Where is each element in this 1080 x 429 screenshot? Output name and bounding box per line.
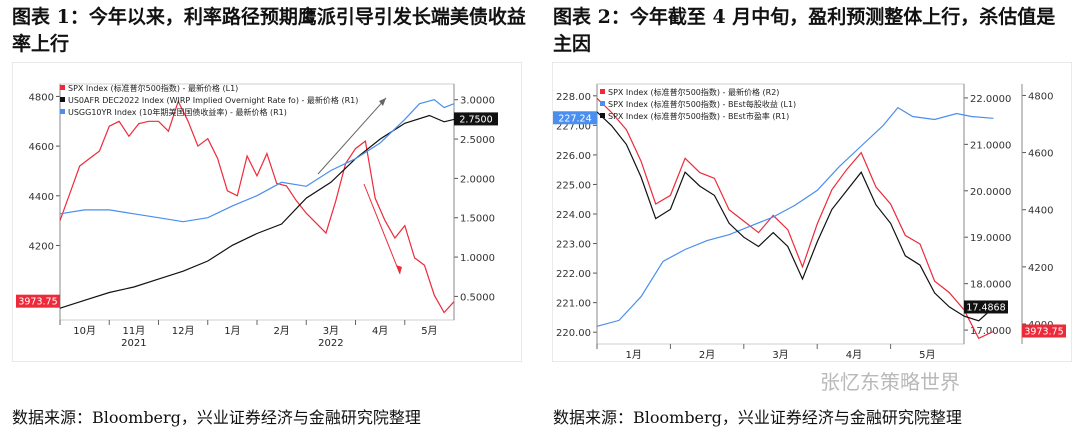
legend-swatch [600, 113, 605, 118]
x-tick-label: 2月 [699, 349, 715, 361]
y_left-tick-label: 4400 [29, 192, 54, 203]
x-tick-label: 3月 [772, 349, 788, 361]
series-line-1 [596, 106, 994, 327]
y_right-tick-label: 22.0000 [970, 94, 1011, 105]
y_right-tick-label: 21.0000 [970, 140, 1011, 151]
x-tick-label: 2月 [273, 325, 289, 337]
y_right-tick-label: 20.0000 [970, 187, 1011, 198]
y_right2-tick-label: 4200 [1028, 263, 1053, 274]
figure-2-source: 数据来源：Bloomberg，兴业证券经济与金融研究院整理 [553, 408, 962, 427]
y_left-tick-label: 222.00 [556, 269, 591, 280]
figure-2-title: 图表 2：今年截至 4 月中旬，盈利预测整体上行，杀估值是主因 [553, 6, 1056, 55]
y_right-tick-label: 1.5000 [460, 214, 495, 225]
chart-1: 4200 4400 4600 4800 0.5000 1.0000 1.5000 2.0000… [12, 62, 522, 362]
y_left-tick-label: 227.00 [556, 121, 591, 132]
legend-label: SPX Index (标准普尔500指数) - 最新价格 (R2) [608, 87, 779, 97]
x-tick-label: 3月 [323, 325, 339, 337]
figure-1-title: 图表 1：今年以来，利率路径预期鹰派引导引发长端美债收益率上行 [12, 6, 526, 55]
legend-label: SPX Index (标准普尔500指数) - BEst市盈率 (R1) [608, 111, 789, 121]
y_right-tick-label: 2.0000 [460, 174, 495, 185]
y_right2-tick-label: 4600 [1028, 149, 1053, 160]
y_left-tick-label: 221.00 [556, 299, 591, 310]
y_right-tick-label: 19.0000 [970, 233, 1011, 244]
y_left-tick-label: 4200 [29, 241, 54, 252]
x-year-label: 2022 [318, 338, 343, 349]
y_right-tick-label: 1.0000 [460, 253, 495, 264]
y_left-tick-label: 224.00 [556, 210, 591, 221]
legend-swatch [60, 97, 65, 102]
last-value-label: 227.24 [558, 113, 591, 124]
y_left-tick-label: 225.00 [556, 180, 591, 191]
series-line-2 [596, 111, 994, 322]
series-line-1 [59, 114, 455, 309]
y_right-tick-label: 18.0000 [970, 280, 1011, 291]
y_left-tick-label: 228.00 [556, 92, 591, 103]
x-tick-label: 5月 [919, 349, 935, 361]
y_right2-tick-label: 4800 [1028, 91, 1053, 102]
legend-swatch [600, 101, 605, 106]
y_left-tick-label: 4800 [29, 92, 54, 103]
trend-arrow-down-head [396, 265, 402, 274]
x-tick-label: 4月 [846, 349, 862, 361]
chart-2: 220.00 221.00 222.00 223.00 224.00 225.00 226.… [552, 62, 1072, 362]
last-value-label: 3973.75 [18, 297, 57, 308]
y_left-tick-label: 4600 [29, 142, 54, 153]
trend-arrow-down [363, 183, 401, 275]
last-value-box [553, 111, 597, 125]
x-tick-label: 5月 [421, 325, 437, 337]
y_right-tick-label: 2.5000 [460, 135, 495, 146]
y_left-tick-label: 226.00 [556, 151, 591, 162]
last-value-box [454, 112, 498, 126]
last-value-label: 2.7500 [459, 114, 492, 125]
figure-1-source: 数据来源：Bloomberg，兴业证券经济与金融研究院整理 [12, 408, 421, 427]
series-line-0 [59, 99, 455, 314]
x-tick-label: 10月 [73, 325, 96, 337]
x-tick-label: 12月 [172, 325, 195, 337]
last-value-box [964, 300, 1008, 314]
legend-label: SPX Index (标准普尔500指数) - 最新价格 (L1) [68, 83, 238, 93]
legend-label: SPX Index (标准普尔500指数) - BEst每股收益 (L1) [608, 99, 796, 109]
legend-swatch [60, 85, 65, 90]
y_right-tick-label: 17.0000 [970, 326, 1011, 337]
last-value-label: 3973.75 [1024, 327, 1063, 338]
x-tick-label: 1月 [626, 349, 642, 361]
last-value-box [1022, 324, 1066, 338]
trend-arrow-up [317, 97, 387, 175]
chart-1-frame [12, 62, 522, 362]
trend-arrow-up-head [379, 98, 386, 106]
x-year-label: 2021 [121, 338, 146, 349]
y_right2-tick-label: 4400 [1028, 206, 1053, 217]
x-tick-label: 1月 [224, 325, 240, 337]
y_right-tick-label: 0.5000 [460, 292, 495, 303]
series-line-0 [596, 97, 994, 340]
series-line-2 [59, 99, 455, 223]
legend-swatch [600, 89, 605, 94]
watermark-text: 张忆东策略世界 [820, 370, 960, 394]
y_right-tick-label: 3.0000 [460, 96, 495, 107]
x-tick-label: 4月 [372, 325, 388, 337]
legend-label: US0AFR DEC2022 Index (WIRP Implied Overn… [68, 95, 358, 105]
legend-label: USGG10YR Index (10年期美国国债收益率) - 最新价格 (R1) [68, 107, 287, 117]
x-tick-label: 11月 [123, 325, 146, 337]
y_left-tick-label: 223.00 [556, 240, 591, 251]
last-value-box [16, 294, 60, 308]
last-value-label: 17.4868 [966, 302, 1005, 313]
legend-swatch [60, 109, 65, 114]
y_left-tick-label: 220.00 [556, 328, 591, 339]
